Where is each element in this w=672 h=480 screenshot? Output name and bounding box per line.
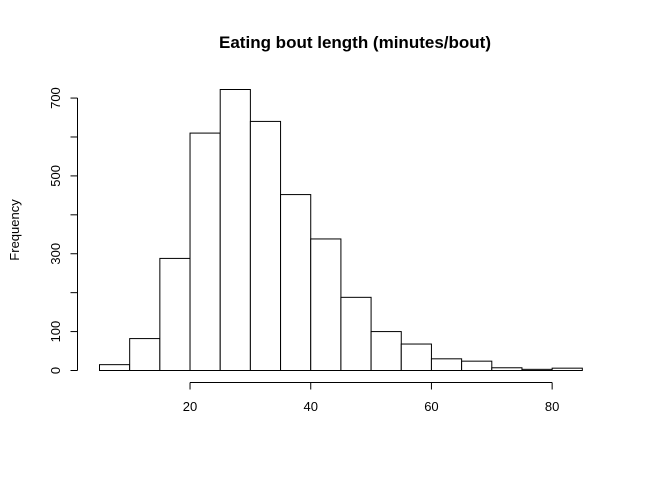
histogram-bar-15 <box>551 367 583 372</box>
x-tick-label-0: 20 <box>183 399 197 414</box>
histogram-bar-9 <box>370 331 402 371</box>
y-tick-label-3: 300 <box>48 243 63 265</box>
y-axis: 0 100 300 500 700 <box>48 87 78 374</box>
x-tick-label-3: 80 <box>545 399 559 414</box>
histogram-bar-1 <box>129 338 161 372</box>
x-tick-label-2: 60 <box>424 399 438 414</box>
y-tick-label-1: 100 <box>48 321 63 343</box>
y-tick-label-0: 0 <box>48 367 63 374</box>
histogram-bar-11 <box>430 358 463 371</box>
histogram-bar-14 <box>521 368 553 371</box>
x-axis: 20 40 60 80 <box>183 382 559 414</box>
y-tick-label-5: 500 <box>48 165 63 187</box>
y-tick-label-7: 700 <box>48 87 63 109</box>
histogram-bar-8 <box>340 296 372 371</box>
histogram-bar-0 <box>99 364 131 371</box>
histogram-bars <box>99 89 583 372</box>
histogram-bar-3 <box>189 132 221 371</box>
y-axis-label: Frequency <box>7 199 22 261</box>
x-tick-label-1: 40 <box>304 399 318 414</box>
histogram-bar-4 <box>219 89 251 371</box>
chart-title: Eating bout length (minutes/bout) <box>219 33 491 52</box>
histogram-bar-5 <box>249 120 282 372</box>
histogram-bar-6 <box>280 194 312 371</box>
histogram-bar-12 <box>461 360 493 371</box>
histogram-bar-7 <box>310 238 342 371</box>
histogram-bar-13 <box>491 367 523 372</box>
histogram-bar-2 <box>159 257 191 371</box>
histogram-bar-10 <box>400 343 432 372</box>
